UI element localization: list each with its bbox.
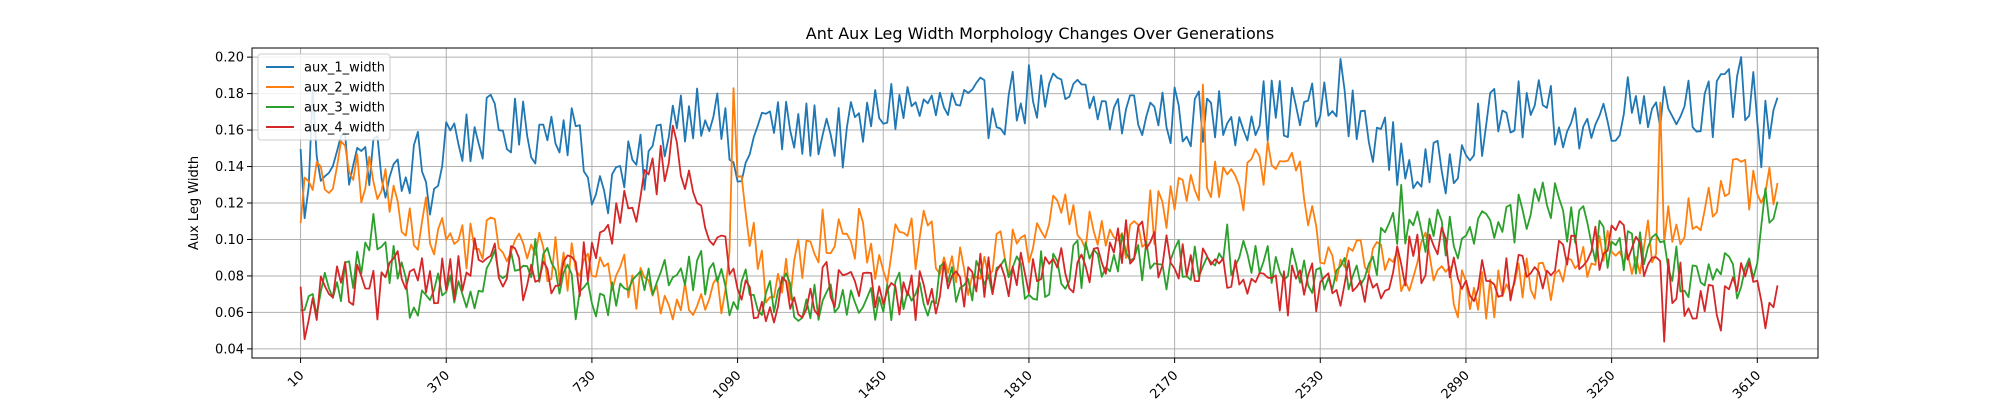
y-tick-label: 0.08 [215,269,244,284]
legend-label: aux_2_width [304,81,385,96]
y-tick-label: 0.10 [215,233,244,248]
legend-label: aux_3_width [304,101,385,116]
legend-box [257,53,391,141]
y-tick-label: 0.12 [215,197,244,212]
y-axis-label: Aux Leg Width [187,156,202,250]
y-axis: 0.04 0.06 0.08 0.10 0.12 0.14 0.16 0.18 0.20 [215,51,252,357]
series-line-aux_4_width [299,124,1779,343]
y-tick-label: 0.06 [215,306,244,321]
plot-lines [299,56,1779,343]
y-tick-label: 0.04 [215,342,244,357]
legend-label: aux_1_width [304,61,385,76]
y-tick-label: 0.18 [215,87,244,102]
legend: aux_1_width aux_2_width aux_3_width aux_4_w… [257,53,391,141]
series-line-aux_1_width [299,56,1779,220]
chart-title: Ant Aux Leg Width Morphology Changes Ove… [806,24,1274,43]
legend-label: aux_4_width [304,121,385,136]
y-tick-label: 0.16 [215,124,244,139]
y-tick-label: 0.14 [215,160,244,175]
y-tick-label: 0.20 [215,51,244,66]
series-line-aux_3_width [300,181,1779,322]
series-line-aux_2_width [299,83,1779,321]
